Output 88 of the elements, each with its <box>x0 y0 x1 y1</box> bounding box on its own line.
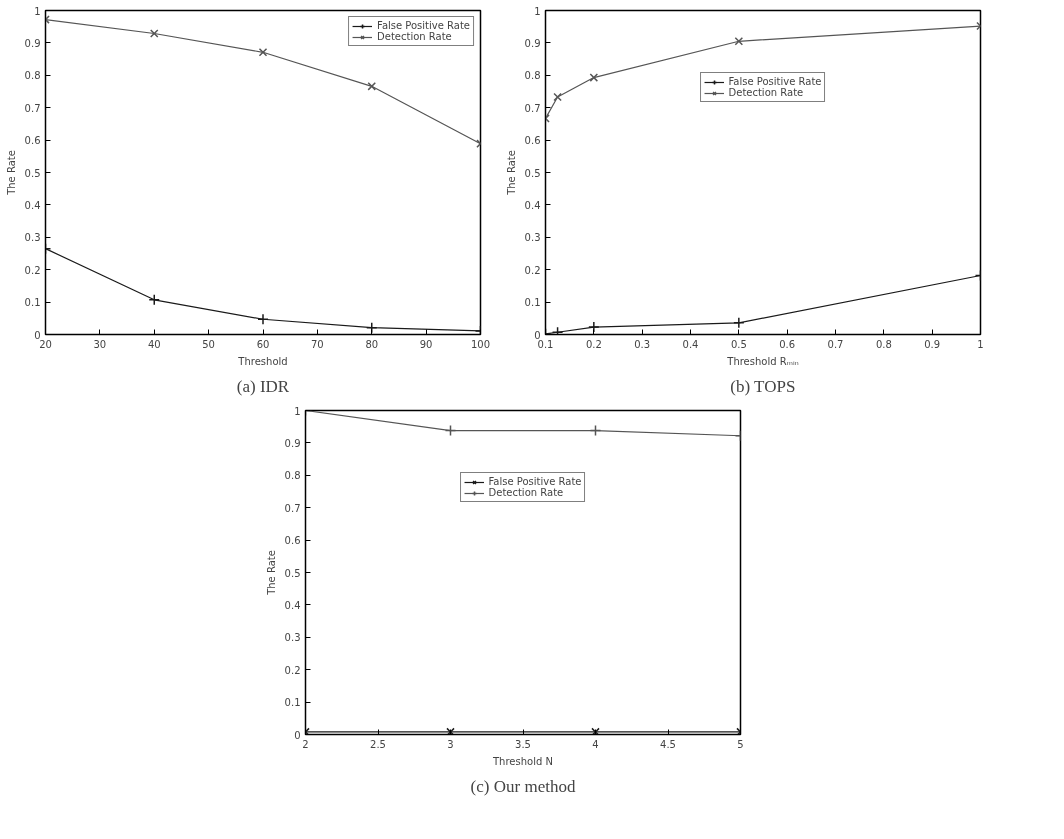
x-tick-label: 70 <box>311 338 324 350</box>
x-tick-label: 0.8 <box>875 338 892 350</box>
x-axis-title: Threshold <box>237 355 288 367</box>
x-tick-label: 60 <box>256 338 270 350</box>
y-tick-label: 0.4 <box>524 199 541 211</box>
text: (b) TOPS <box>730 376 796 396</box>
y-tick-label: 0.6 <box>524 135 541 147</box>
y-tick-label: 0.2 <box>284 664 301 676</box>
point <box>148 294 160 306</box>
y-tick-label: 1 <box>534 5 541 17</box>
point <box>553 92 562 102</box>
point <box>588 321 600 333</box>
y-tick-label: 0.5 <box>284 567 301 579</box>
point <box>733 317 745 329</box>
y-tick-label: 0 <box>294 729 301 741</box>
x-tick-label: 0.4 <box>682 338 699 350</box>
x-tick-label: 0.9 <box>924 338 941 350</box>
y-axis-title: The Rate <box>265 550 277 596</box>
x-axis-title: Threshold N <box>492 755 553 767</box>
x-tick-label: 3.5 <box>515 738 531 750</box>
x-tick-label: 0.6 <box>779 338 796 350</box>
point <box>367 82 377 91</box>
y-tick-label: 0.8 <box>524 70 541 82</box>
y-tick-label: 0.7 <box>24 102 41 114</box>
x-tick-label: 0.2 <box>585 338 602 350</box>
point <box>589 73 599 82</box>
y-tick-label: 1 <box>34 5 41 17</box>
x-tick-label: 2 <box>302 738 309 750</box>
point <box>591 727 600 735</box>
x-tick-label: 4 <box>592 738 599 750</box>
point <box>366 321 378 334</box>
x-tick-label: 80 <box>365 338 379 350</box>
legend-label: False Positive Rate <box>377 20 470 31</box>
point <box>446 727 455 735</box>
legend-label: Detection Rate <box>728 87 804 98</box>
x-axis-title: Threshold Rₘᵢₙ <box>726 355 799 367</box>
y-tick-label: 0.5 <box>24 167 41 179</box>
y-tick-label: 0.9 <box>24 37 41 49</box>
legend-label: Detection Rate <box>377 31 452 42</box>
y-tick-label: 0.7 <box>284 502 301 514</box>
y-tick-label: 0.2 <box>524 264 541 276</box>
y-tick-label: 0.6 <box>284 535 301 547</box>
y-axis-title: The Rate <box>5 150 17 196</box>
y-tick-label: 0 <box>34 329 41 341</box>
point <box>149 29 159 38</box>
y-tick-label: 0 <box>534 329 541 341</box>
point <box>257 313 269 326</box>
y-tick-label: 0.8 <box>24 70 41 82</box>
x-tick-label: 3 <box>447 738 454 750</box>
y-tick-label: 0.9 <box>524 37 541 49</box>
y-tick-label: 0.7 <box>524 102 541 114</box>
y-tick-label: 1 <box>294 405 301 417</box>
legend-label: False Positive Rate <box>488 476 582 487</box>
x-tick-label: 0.3 <box>634 338 651 350</box>
x-tick-label: 1 <box>977 338 984 350</box>
x-tick-label: 40 <box>147 338 161 350</box>
y-tick-label: 0.9 <box>284 437 301 449</box>
x-tick-label: 2.5 <box>370 738 386 750</box>
x-tick-label: 20 <box>39 338 52 350</box>
x-tick-label: 0.7 <box>827 338 844 350</box>
text: (a) IDR <box>236 376 290 396</box>
y-tick-label: 0.4 <box>284 599 301 611</box>
legend-label: False Positive Rate <box>728 76 822 87</box>
y-tick-label: 0.1 <box>24 297 41 309</box>
x-tick-label: 100 <box>470 338 491 350</box>
y-tick-label: 0.3 <box>284 632 301 644</box>
y-tick-label: 0.3 <box>524 232 541 244</box>
y-tick-label: 0.1 <box>284 697 301 709</box>
x-tick-label: 50 <box>202 338 215 350</box>
x-tick-label: 4.5 <box>660 738 676 750</box>
x-tick-label: 30 <box>93 338 107 350</box>
text: (c) Our method <box>470 776 576 796</box>
y-tick-label: 0.5 <box>524 167 541 179</box>
y-tick-label: 0.8 <box>284 470 301 482</box>
y-tick-label: 0.1 <box>524 297 541 309</box>
y-axis-title: The Rate <box>505 150 517 196</box>
point <box>589 424 602 437</box>
legend-label: Detection Rate <box>488 487 564 498</box>
x-tick-label: 90 <box>419 338 433 350</box>
point <box>444 424 457 437</box>
x-tick-label: 0.5 <box>730 338 747 350</box>
y-tick-label: 0.4 <box>24 199 41 211</box>
y-tick-label: 0.6 <box>24 135 41 147</box>
y-tick-label: 0.3 <box>24 232 41 244</box>
point <box>258 48 268 57</box>
x-tick-label: 5 <box>737 738 744 750</box>
point <box>734 36 744 46</box>
y-tick-label: 0.2 <box>24 264 41 276</box>
